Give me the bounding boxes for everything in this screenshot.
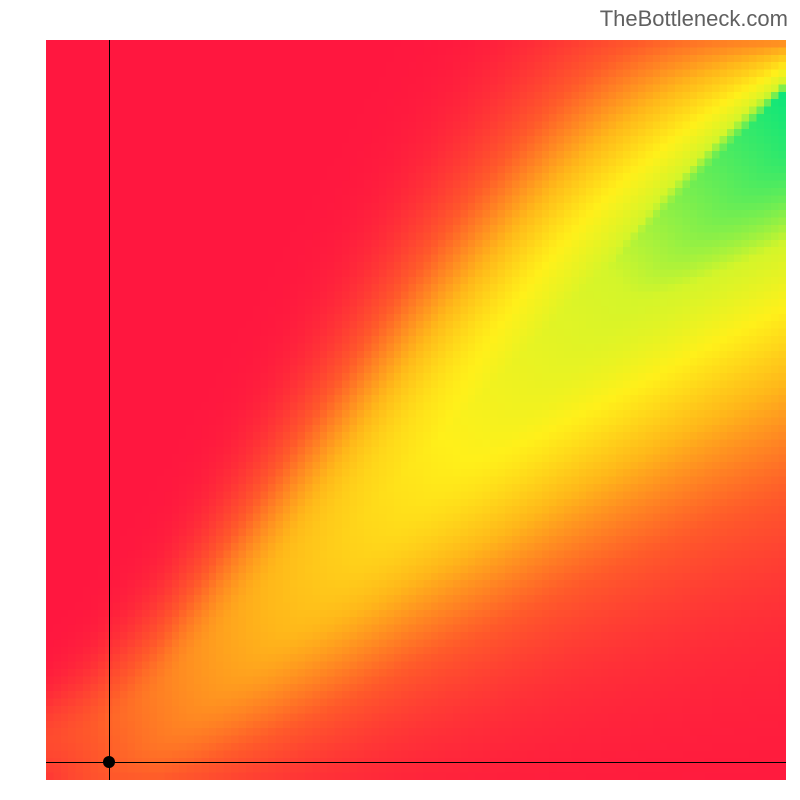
heatmap-canvas bbox=[46, 40, 786, 780]
crosshair-vertical bbox=[109, 40, 110, 780]
crosshair-horizontal bbox=[46, 762, 786, 763]
chart-container: TheBottleneck.com bbox=[0, 0, 800, 800]
heatmap-plot-area bbox=[46, 40, 786, 780]
data-point-marker bbox=[103, 756, 115, 768]
watermark-text: TheBottleneck.com bbox=[600, 6, 788, 32]
